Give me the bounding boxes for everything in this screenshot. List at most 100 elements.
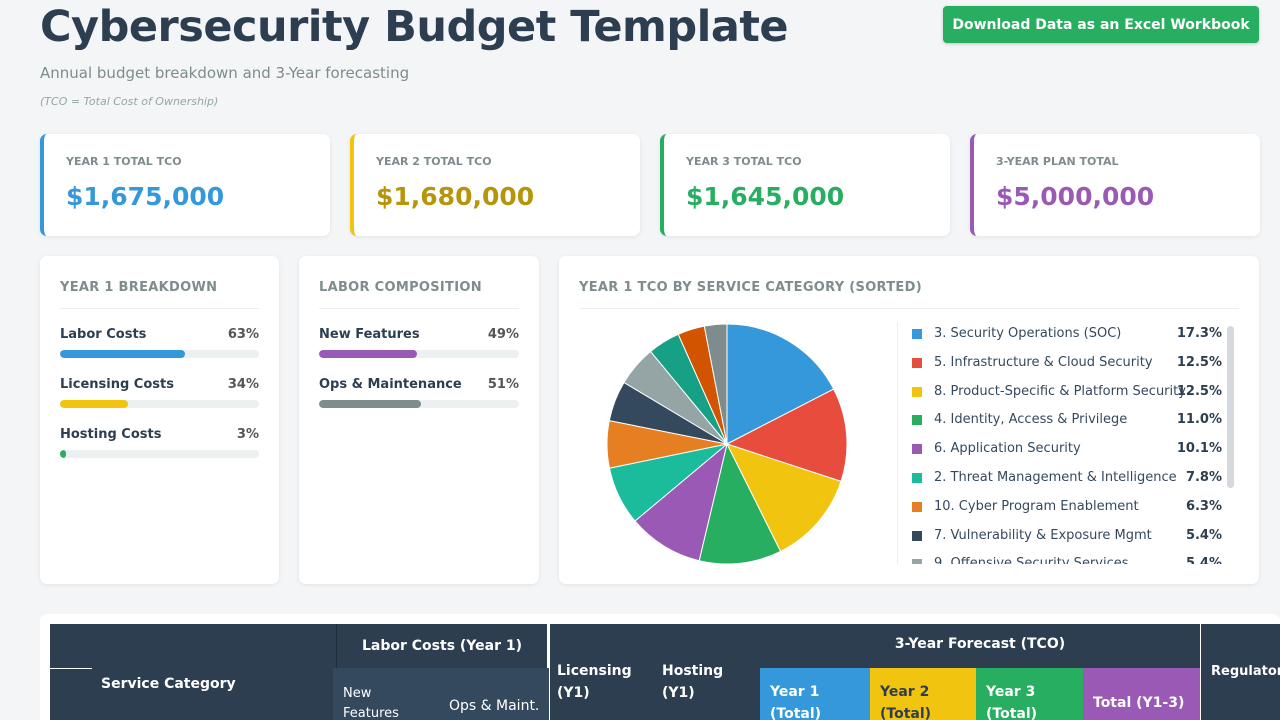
kpi-value: $5,000,000 — [996, 182, 1155, 211]
bar-percent: 3% — [236, 427, 259, 442]
legend-label: 6. Application Security — [934, 441, 1081, 457]
col-hosting[interactable]: Hosting (Y1) — [662, 663, 724, 701]
legend-percent: 17.3% — [1176, 326, 1222, 341]
legend-label: 10. Cyber Program Enablement — [934, 498, 1139, 514]
breakdown-labor: Labor Costs 63% — [60, 327, 259, 363]
col-year1-total[interactable]: Year 1 (Total) — [760, 668, 870, 720]
col-year2-total[interactable]: Year 2 (Total) — [870, 668, 976, 720]
progress-fill — [319, 350, 417, 358]
legend-swatch — [912, 329, 922, 339]
breakdown-hosting: Hosting Costs 3% — [60, 427, 259, 463]
kpi-card-3year-total: 3-YEAR PLAN TOTAL $5,000,000 — [970, 134, 1260, 236]
table-header-left — [50, 624, 336, 720]
breakdown-licensing: Licensing Costs 34% — [60, 377, 259, 413]
bar-label: Ops & Maintenance — [319, 377, 462, 392]
labor-new-features: New Features 49% — [319, 327, 519, 363]
download-excel-button[interactable]: Download Data as an Excel Workbook — [943, 6, 1259, 43]
legend-percent: 5.4% — [1185, 527, 1222, 543]
pie-slice-4[interactable] — [698, 442, 782, 565]
legend-percent: 6.3% — [1185, 498, 1222, 514]
legend-percent: 10.1% — [1176, 441, 1222, 457]
divider — [60, 308, 259, 309]
bar-label: Licensing Costs — [60, 377, 174, 392]
col-licensing[interactable]: Licensing (Y1) — [557, 663, 632, 701]
tco-note: (TCO = Total Cost of Ownership) — [40, 95, 219, 108]
col-ops-maint[interactable]: Ops & Maint. — [449, 698, 540, 714]
progress-track — [319, 400, 519, 408]
legend-label: 9. Offensive Security Services — [934, 556, 1129, 564]
legend-item[interactable]: 7. Vulnerability & Exposure Mgmt 5.4% — [912, 526, 1222, 546]
progress-fill — [60, 450, 66, 458]
legend-item[interactable]: 10. Cyber Program Enablement 6.3% — [912, 497, 1222, 517]
legend-item[interactable]: 9. Offensive Security Services 5.4% — [912, 554, 1222, 564]
kpi-value: $1,645,000 — [686, 182, 845, 211]
kpi-card-year1: YEAR 1 TOTAL TCO $1,675,000 — [40, 134, 330, 236]
progress-track — [319, 350, 519, 358]
bar-label: Labor Costs — [60, 327, 147, 342]
legend-label: 2. Threat Management & Intelligence — [934, 470, 1177, 485]
pie-slice-12[interactable] — [703, 323, 728, 445]
col-year3-total[interactable]: Year 3 (Total) — [976, 668, 1083, 720]
service-category-chart-panel: YEAR 1 TCO BY SERVICE CATEGORY (SORTED) … — [559, 256, 1259, 584]
legend-item[interactable]: 2. Threat Management & Intelligence 7.8% — [912, 468, 1222, 488]
panel-title: LABOR COMPOSITION — [319, 280, 482, 295]
kpi-label: YEAR 3 TOTAL TCO — [686, 155, 802, 168]
col-group-forecast: 3-Year Forecast (TCO) — [894, 636, 1066, 652]
progress-fill — [60, 400, 128, 408]
labor-ops-maintenance: Ops & Maintenance 51% — [319, 377, 519, 413]
legend-item[interactable]: 5. Infrastructure & Cloud Security 12.5% — [912, 353, 1222, 373]
legend-percent: 12.5% — [1176, 383, 1222, 399]
legend-percent: 11.0% — [1176, 412, 1222, 428]
pie-slice-1[interactable] — [726, 323, 835, 445]
bar-percent: 51% — [487, 377, 519, 392]
col-new-features[interactable]: New Features — [343, 686, 399, 720]
year1-breakdown-panel: YEAR 1 BREAKDOWN Labor Costs 63% Licensi… — [40, 256, 279, 584]
legend-swatch — [912, 444, 922, 455]
legend-swatch — [912, 415, 922, 426]
panel-title: YEAR 1 TCO BY SERVICE CATEGORY (SORTED) — [579, 280, 922, 295]
bar-percent: 49% — [487, 327, 519, 342]
pie-chart — [606, 323, 848, 565]
bar-label: New Features — [319, 327, 420, 342]
legend-item[interactable]: 8. Product-Specific & Platform Security 1… — [912, 382, 1222, 402]
legend-label: 3. Security Operations (SOC) — [934, 326, 1122, 341]
progress-track — [60, 400, 259, 408]
col-group-labor: Labor Costs (Year 1) — [336, 624, 548, 668]
legend-swatch — [912, 530, 922, 541]
legend-swatch — [912, 501, 922, 512]
page-title: Cybersecurity Budget Template — [40, 2, 789, 52]
col-total-y1-3[interactable]: Total (Y1-3) — [1083, 668, 1200, 720]
legend-swatch — [912, 559, 922, 564]
legend-scrollbar[interactable] — [1227, 326, 1234, 488]
legend-label: 4. Identity, Access & Privilege — [934, 412, 1128, 428]
legend-swatch — [912, 357, 922, 368]
chart-legend[interactable]: 3. Security Operations (SOC) 17.3% 5. Infr… — [897, 322, 1238, 564]
kpi-label: YEAR 1 TOTAL TCO — [66, 155, 182, 168]
progress-track — [60, 350, 259, 358]
divider — [579, 308, 1239, 309]
legend-item[interactable]: 4. Identity, Access & Privilege 11.0% — [912, 410, 1222, 430]
legend-percent: 12.5% — [1176, 354, 1222, 370]
progress-fill — [319, 400, 421, 408]
pie-slice-5[interactable] — [634, 442, 728, 562]
legend-label: 8. Product-Specific & Platform Security — [934, 383, 1186, 399]
kpi-value: $1,675,000 — [66, 182, 225, 211]
panel-title: YEAR 1 BREAKDOWN — [60, 280, 218, 295]
legend-item[interactable]: 6. Application Security 10.1% — [912, 439, 1222, 459]
col-regulatory[interactable]: Regulatory Requirements — [1200, 624, 1280, 720]
kpi-label: 3-YEAR PLAN TOTAL — [996, 155, 1119, 168]
legend-label: 5. Infrastructure & Cloud Security — [934, 354, 1153, 370]
pie-slice-3[interactable] — [726, 443, 842, 553]
labor-composition-panel: LABOR COMPOSITION New Features 49% Ops &… — [299, 256, 539, 584]
legend-item[interactable]: 3. Security Operations (SOC) 17.3% — [912, 324, 1222, 344]
col-service-category[interactable]: Service Category — [101, 676, 236, 692]
kpi-card-year2: YEAR 2 TOTAL TCO $1,680,000 — [350, 134, 640, 236]
pie-slice-2[interactable] — [725, 388, 848, 483]
divider — [319, 308, 519, 309]
progress-fill — [60, 350, 186, 358]
progress-track — [60, 450, 259, 458]
labor-subheader — [333, 668, 549, 720]
legend-percent: 7.8% — [1185, 470, 1222, 485]
page-subtitle: Annual budget breakdown and 3-Year forec… — [40, 64, 410, 82]
legend-percent: 5.4% — [1185, 556, 1222, 564]
